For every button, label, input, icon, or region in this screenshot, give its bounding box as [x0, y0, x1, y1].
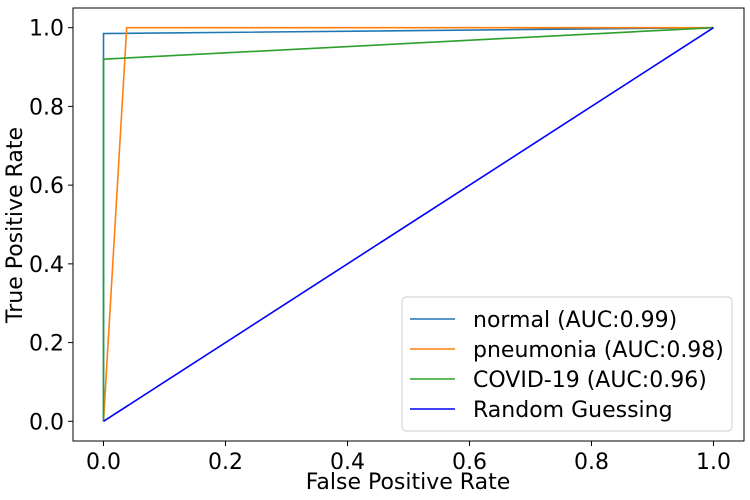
- y-axis-label: True Positive Rate: [3, 127, 28, 324]
- legend: normal (AUC:0.99) pneumonia (AUC:0.98) COV…: [401, 296, 733, 432]
- plot-frame: [72, 7, 745, 442]
- x-tick-label: 0.8: [574, 450, 609, 475]
- series-line-1: [102, 26, 714, 422]
- legend-box: [401, 296, 733, 432]
- series-line-3: [103, 27, 714, 422]
- x-tick-label: 0.4: [330, 450, 365, 475]
- x-tick-label: 0.0: [86, 450, 121, 475]
- x-tick-label: 0.2: [208, 450, 243, 475]
- x-tick-label: 1.0: [696, 450, 731, 475]
- legend-label-2: COVID-19 (AUC:0.96): [473, 368, 707, 393]
- y-tick-label: 0.8: [29, 95, 64, 120]
- legend-label-3: Random Guessing: [473, 398, 673, 423]
- series-layer: [102, 26, 714, 422]
- x-axis-label: False Positive Rate: [306, 470, 510, 495]
- y-tick-label: 0.4: [29, 253, 64, 278]
- series-line-2: [102, 26, 714, 422]
- legend-entries: normal (AUC:0.99) pneumonia (AUC:0.98) COV…: [410, 308, 724, 423]
- y-tick-label: 0.0: [29, 410, 64, 435]
- y-tick-label: 1.0: [29, 17, 64, 42]
- y-axis: 0.0 0.2 0.4 0.6 0.8 1.0: [29, 17, 73, 435]
- legend-label-1: pneumonia (AUC:0.98): [473, 338, 724, 363]
- y-tick-label: 0.2: [29, 332, 64, 357]
- x-axis: 0.0 0.2 0.4 0.6 0.8 1.0: [86, 441, 731, 475]
- y-tick-label: 0.6: [29, 174, 64, 199]
- x-tick-label: 0.6: [452, 450, 487, 475]
- legend-label-0: normal (AUC:0.99): [473, 308, 677, 333]
